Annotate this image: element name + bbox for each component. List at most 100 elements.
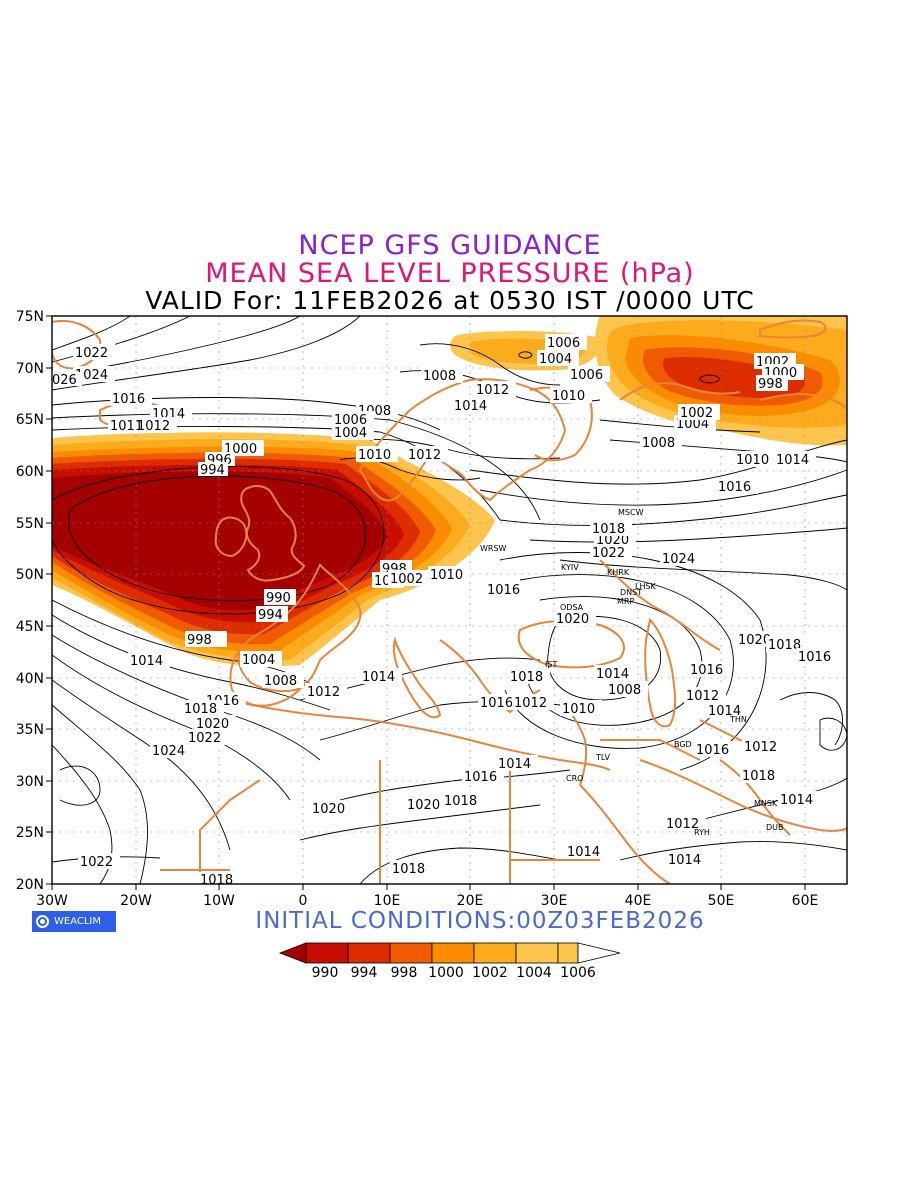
contour-label: 1012 xyxy=(135,417,177,434)
contour-label: 1006 xyxy=(545,334,587,351)
svg-text:1011: 1011 xyxy=(110,419,143,434)
isobar xyxy=(52,704,148,884)
svg-text:1016: 1016 xyxy=(718,480,751,495)
city-label: ODSA xyxy=(560,603,584,612)
contour-label: 1010 xyxy=(734,451,776,468)
svg-text:1010: 1010 xyxy=(736,453,769,468)
colorbar-segment xyxy=(305,942,349,964)
svg-text:994: 994 xyxy=(200,463,225,478)
city-label: KYIV xyxy=(561,563,579,572)
contour-label: 1016 xyxy=(478,694,520,711)
coastline-arabia xyxy=(639,759,847,832)
y-tick-label: 25N xyxy=(16,825,44,841)
colorbar-label: 1004 xyxy=(516,965,552,981)
contour-label: 1018 xyxy=(508,668,550,685)
contour-label: 1010 xyxy=(550,387,592,404)
contour-label: 1006 xyxy=(568,366,610,383)
svg-text:1012: 1012 xyxy=(744,740,777,755)
city-label: MSCW xyxy=(618,508,644,517)
colorbar-label: 1002 xyxy=(472,965,508,981)
colorbar-label: 1006 xyxy=(560,965,596,981)
x-tick-label: 10E xyxy=(374,893,401,909)
coastline-red-sea xyxy=(579,784,671,884)
svg-text:1018: 1018 xyxy=(444,794,477,809)
isobar xyxy=(779,692,843,746)
x-tick-label: 20E xyxy=(457,893,484,909)
contour-label: 1014 xyxy=(774,451,816,468)
isobar xyxy=(699,374,721,384)
coastline-iberia xyxy=(229,649,306,707)
contour-label: 1014 xyxy=(360,668,402,685)
isobar xyxy=(529,527,847,543)
svg-text:1012: 1012 xyxy=(408,448,441,463)
city-label: CRO xyxy=(566,774,583,783)
weaclim-logo: WEACLIM xyxy=(32,911,116,932)
y-tick-label: 40N xyxy=(16,671,44,687)
svg-text:1014: 1014 xyxy=(454,399,487,414)
x-tick-label: 30E xyxy=(541,893,568,909)
svg-text:1018: 1018 xyxy=(592,522,625,537)
contour-label: 1014 xyxy=(565,843,607,860)
svg-text:1016: 1016 xyxy=(696,743,729,758)
contour-label: 1012 xyxy=(512,694,554,711)
svg-text:1008: 1008 xyxy=(642,436,675,451)
x-tick-label: 0 xyxy=(299,893,308,909)
colorbar-label: 998 xyxy=(391,965,418,981)
colorbar-segment xyxy=(515,942,559,964)
coastline-north-africa xyxy=(229,699,611,771)
x-tick-label: 60E xyxy=(792,893,819,909)
contour-label: 1022 xyxy=(590,544,632,561)
initial-conditions: INITIAL CONDITIONS:00Z03FEB2026 xyxy=(255,908,705,934)
colorbar-segment xyxy=(347,942,391,964)
coastline-arctic-east xyxy=(759,393,847,411)
contour-label: 1002 xyxy=(388,570,430,587)
svg-text:1020: 1020 xyxy=(196,717,229,732)
colorbar-segment xyxy=(577,942,621,964)
contour-label: 1008 xyxy=(262,672,304,689)
contour-label: 1022 xyxy=(73,344,115,361)
svg-text:1022: 1022 xyxy=(188,731,221,746)
city-label: THN xyxy=(729,715,747,724)
contour-label: 1012 xyxy=(684,687,726,704)
coastline-scandinavia xyxy=(358,378,567,502)
isobar xyxy=(499,494,847,526)
svg-text:1010: 1010 xyxy=(430,568,463,583)
svg-text:1022: 1022 xyxy=(80,855,113,870)
contour-label: 994 xyxy=(256,606,288,623)
y-tick-label: 20N xyxy=(16,877,44,893)
svg-text:1014: 1014 xyxy=(668,853,701,868)
y-tick-label: 45N xyxy=(16,619,44,635)
contour-label: 1010 xyxy=(560,700,602,717)
contour-label: 1014 xyxy=(594,665,636,682)
contour-label: 1012 xyxy=(742,738,784,755)
contour-label: 1016 xyxy=(688,661,730,678)
svg-text:1008: 1008 xyxy=(608,683,641,698)
svg-text:1010: 1010 xyxy=(358,448,391,463)
y-axis-labels: 75N 70N 65N 60N 55N 50N 45N 40N 35N 30N … xyxy=(16,309,44,893)
border-russia-1 xyxy=(599,559,721,651)
svg-text:1002: 1002 xyxy=(680,406,713,421)
contour-label: 1018 xyxy=(182,700,224,717)
colorbar-label: 1000 xyxy=(428,965,464,981)
contour-label: 1016 xyxy=(462,768,504,785)
contour-label: 1004 xyxy=(537,350,579,367)
title-line-2: MEAN SEA LEVEL PRESSURE (hPa) xyxy=(205,258,695,289)
svg-text:1014: 1014 xyxy=(780,793,813,808)
isobar xyxy=(547,615,662,701)
contour-label: 1014 xyxy=(496,755,538,772)
contour-label: 1014 xyxy=(666,851,708,868)
coastline-britain xyxy=(240,485,306,582)
contour-label: 1018 xyxy=(390,860,432,877)
title-line-1: NCEP GFS GUIDANCE xyxy=(298,230,602,261)
isobar xyxy=(619,841,847,861)
svg-text:1022: 1022 xyxy=(75,346,108,361)
x-tick-label: 10W xyxy=(203,893,235,909)
contour-label: 1020 xyxy=(405,796,447,813)
svg-text:1016: 1016 xyxy=(487,583,520,598)
contour-label: 1016 xyxy=(110,390,152,407)
svg-text:1010: 1010 xyxy=(562,702,595,717)
coastline-caspian xyxy=(644,617,677,728)
contour-label: 1010 xyxy=(356,446,398,463)
isobar xyxy=(518,351,533,359)
